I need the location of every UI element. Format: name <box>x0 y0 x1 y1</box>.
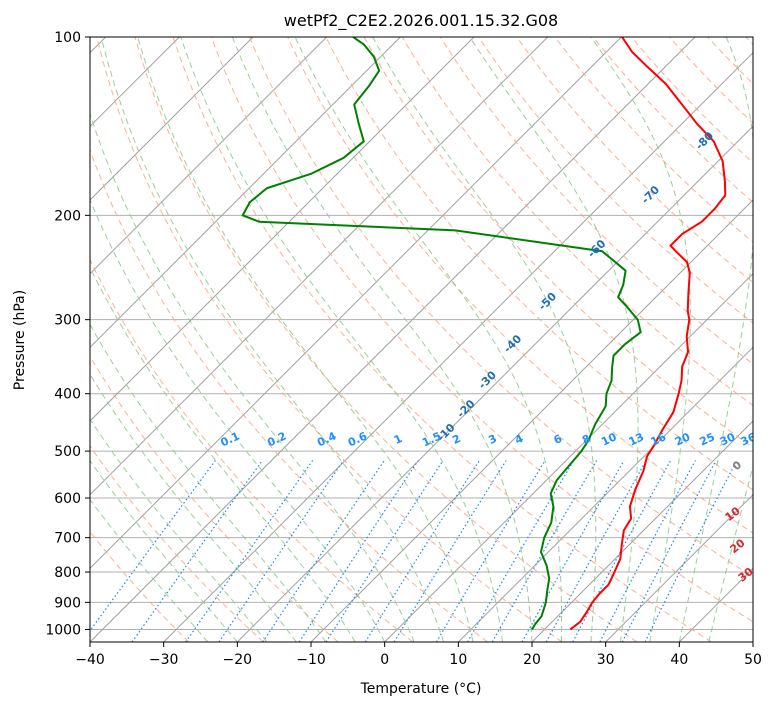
dry-adiabat-line <box>96 37 563 642</box>
isotherm-line <box>457 346 753 642</box>
dry-adiabat-line <box>516 37 753 284</box>
moist-adiabat-line <box>590 37 691 642</box>
y-tick-label: 200 <box>54 208 81 224</box>
dry-adiabat-line <box>90 445 264 642</box>
isotherm-line <box>605 493 753 642</box>
y-axis: 100 200 300 400 500 600 700 800 900 1000 <box>45 30 90 638</box>
dry-adiabat-line <box>478 37 753 324</box>
mixing-ratio-line <box>298 460 419 642</box>
mixing-ratio-line <box>131 460 263 642</box>
dry-adiabat-line <box>249 37 753 578</box>
isotherm-line <box>90 37 622 570</box>
x-axis: −40 −30 −20 −10 0 10 20 30 40 50 <box>75 642 762 668</box>
moist-adiabat-line <box>180 37 504 642</box>
dry-adiabat-line <box>287 37 753 534</box>
isotherm-line <box>90 37 254 201</box>
moist-adiabat-line <box>90 459 238 642</box>
x-tick-label: −20 <box>223 652 253 668</box>
y-tick-label: 100 <box>54 30 81 46</box>
x-tick-label: 40 <box>670 652 688 668</box>
moist-adiabat-line <box>90 498 209 642</box>
dewpoint-profile-line <box>241 37 642 630</box>
isotherm-line <box>90 37 328 275</box>
y-tick-label: 300 <box>54 313 81 329</box>
moist-adiabat-line <box>372 37 597 642</box>
isotherm-line <box>90 37 696 642</box>
x-tick-label: 0 <box>380 652 389 668</box>
mixing-ratio-label: 30 <box>718 430 738 448</box>
mixing-ratio-label: 25 <box>698 430 717 448</box>
y-tick-label: 800 <box>54 565 81 581</box>
moist-adiabat-line <box>90 418 268 642</box>
mixing-ratio-label: 13 <box>627 430 646 448</box>
mixing-ratio-label: 10 <box>599 430 619 448</box>
y-tick-label: 1000 <box>45 622 81 638</box>
moist-adiabat-line <box>90 373 297 642</box>
chart-title: wetPf2_C2E2.2026.001.15.32.G08 <box>284 11 558 31</box>
y-tick-label: 900 <box>54 595 81 611</box>
y-tick-label: 600 <box>54 491 81 507</box>
mixing-ratio-line <box>644 460 738 642</box>
mixing-ratio-label: 16 <box>649 430 669 448</box>
moist-adiabat-line <box>137 37 474 642</box>
dry-adiabat-line <box>401 37 753 406</box>
mixing-ratio-line <box>185 460 314 642</box>
isotherms <box>90 37 753 642</box>
isotherm-line <box>90 37 549 496</box>
x-tick-label: 50 <box>744 652 762 668</box>
plot-background <box>90 37 753 642</box>
mixing-ratio-line <box>435 460 546 642</box>
y-axis-label: Pressure (hPa) <box>12 290 28 390</box>
mixing-ratio-line <box>90 460 216 632</box>
moist-adiabat-line <box>231 37 533 642</box>
x-axis-label: Temperature (°C) <box>360 681 482 697</box>
mixing-ratio-line <box>491 460 598 642</box>
x-tick-label: −40 <box>75 652 105 668</box>
y-tick-label: 400 <box>54 387 81 403</box>
mixing-ratio-line <box>466 460 575 642</box>
moist-adiabat-line <box>90 112 415 642</box>
moist-adiabat-line <box>90 198 386 642</box>
isotherm-line <box>310 199 753 642</box>
y-tick-label: 500 <box>54 444 81 460</box>
pressure-gridlines <box>90 37 753 630</box>
x-tick-label: −10 <box>296 652 326 668</box>
mixing-ratio-lines <box>90 460 738 642</box>
x-tick-label: 30 <box>597 652 615 668</box>
dry-adiabats <box>90 37 753 642</box>
mixing-ratio-label: 36 <box>739 430 759 448</box>
dry-adiabat-line <box>325 37 753 491</box>
isotherm-line <box>163 51 753 642</box>
moist-adiabat-line <box>90 266 356 642</box>
moist-adiabat-line <box>294 37 563 642</box>
dry-adiabat-line <box>363 37 753 448</box>
isotherm-line <box>531 420 753 642</box>
sounding-profiles <box>241 37 727 631</box>
mixing-ratio-line <box>218 460 345 642</box>
dry-adiabat-line <box>592 37 753 203</box>
mixing-ratio-line <box>545 460 647 642</box>
y-tick-label: 700 <box>54 531 81 547</box>
dry-adiabat-line <box>134 37 638 642</box>
moist-adiabat-line <box>708 464 753 642</box>
x-tick-label: −30 <box>149 652 179 668</box>
mixing-ratio-line <box>393 460 507 642</box>
x-tick-label: 10 <box>449 652 467 668</box>
mixing-ratio-line <box>521 460 625 642</box>
isotherm-line <box>236 125 753 642</box>
temperature-profile-line <box>569 37 727 631</box>
mixing-ratio-label: 20 <box>673 430 693 448</box>
dry-adiabat-line <box>630 37 753 164</box>
x-tick-label: 20 <box>523 652 541 668</box>
isotherm-line <box>90 37 475 422</box>
plot-frame <box>89 36 754 643</box>
dry-adiabat-line <box>172 37 712 642</box>
dry-adiabat-line <box>90 258 414 642</box>
mixing-ratio-line <box>262 460 385 642</box>
moist-adiabat-line <box>100 37 445 642</box>
